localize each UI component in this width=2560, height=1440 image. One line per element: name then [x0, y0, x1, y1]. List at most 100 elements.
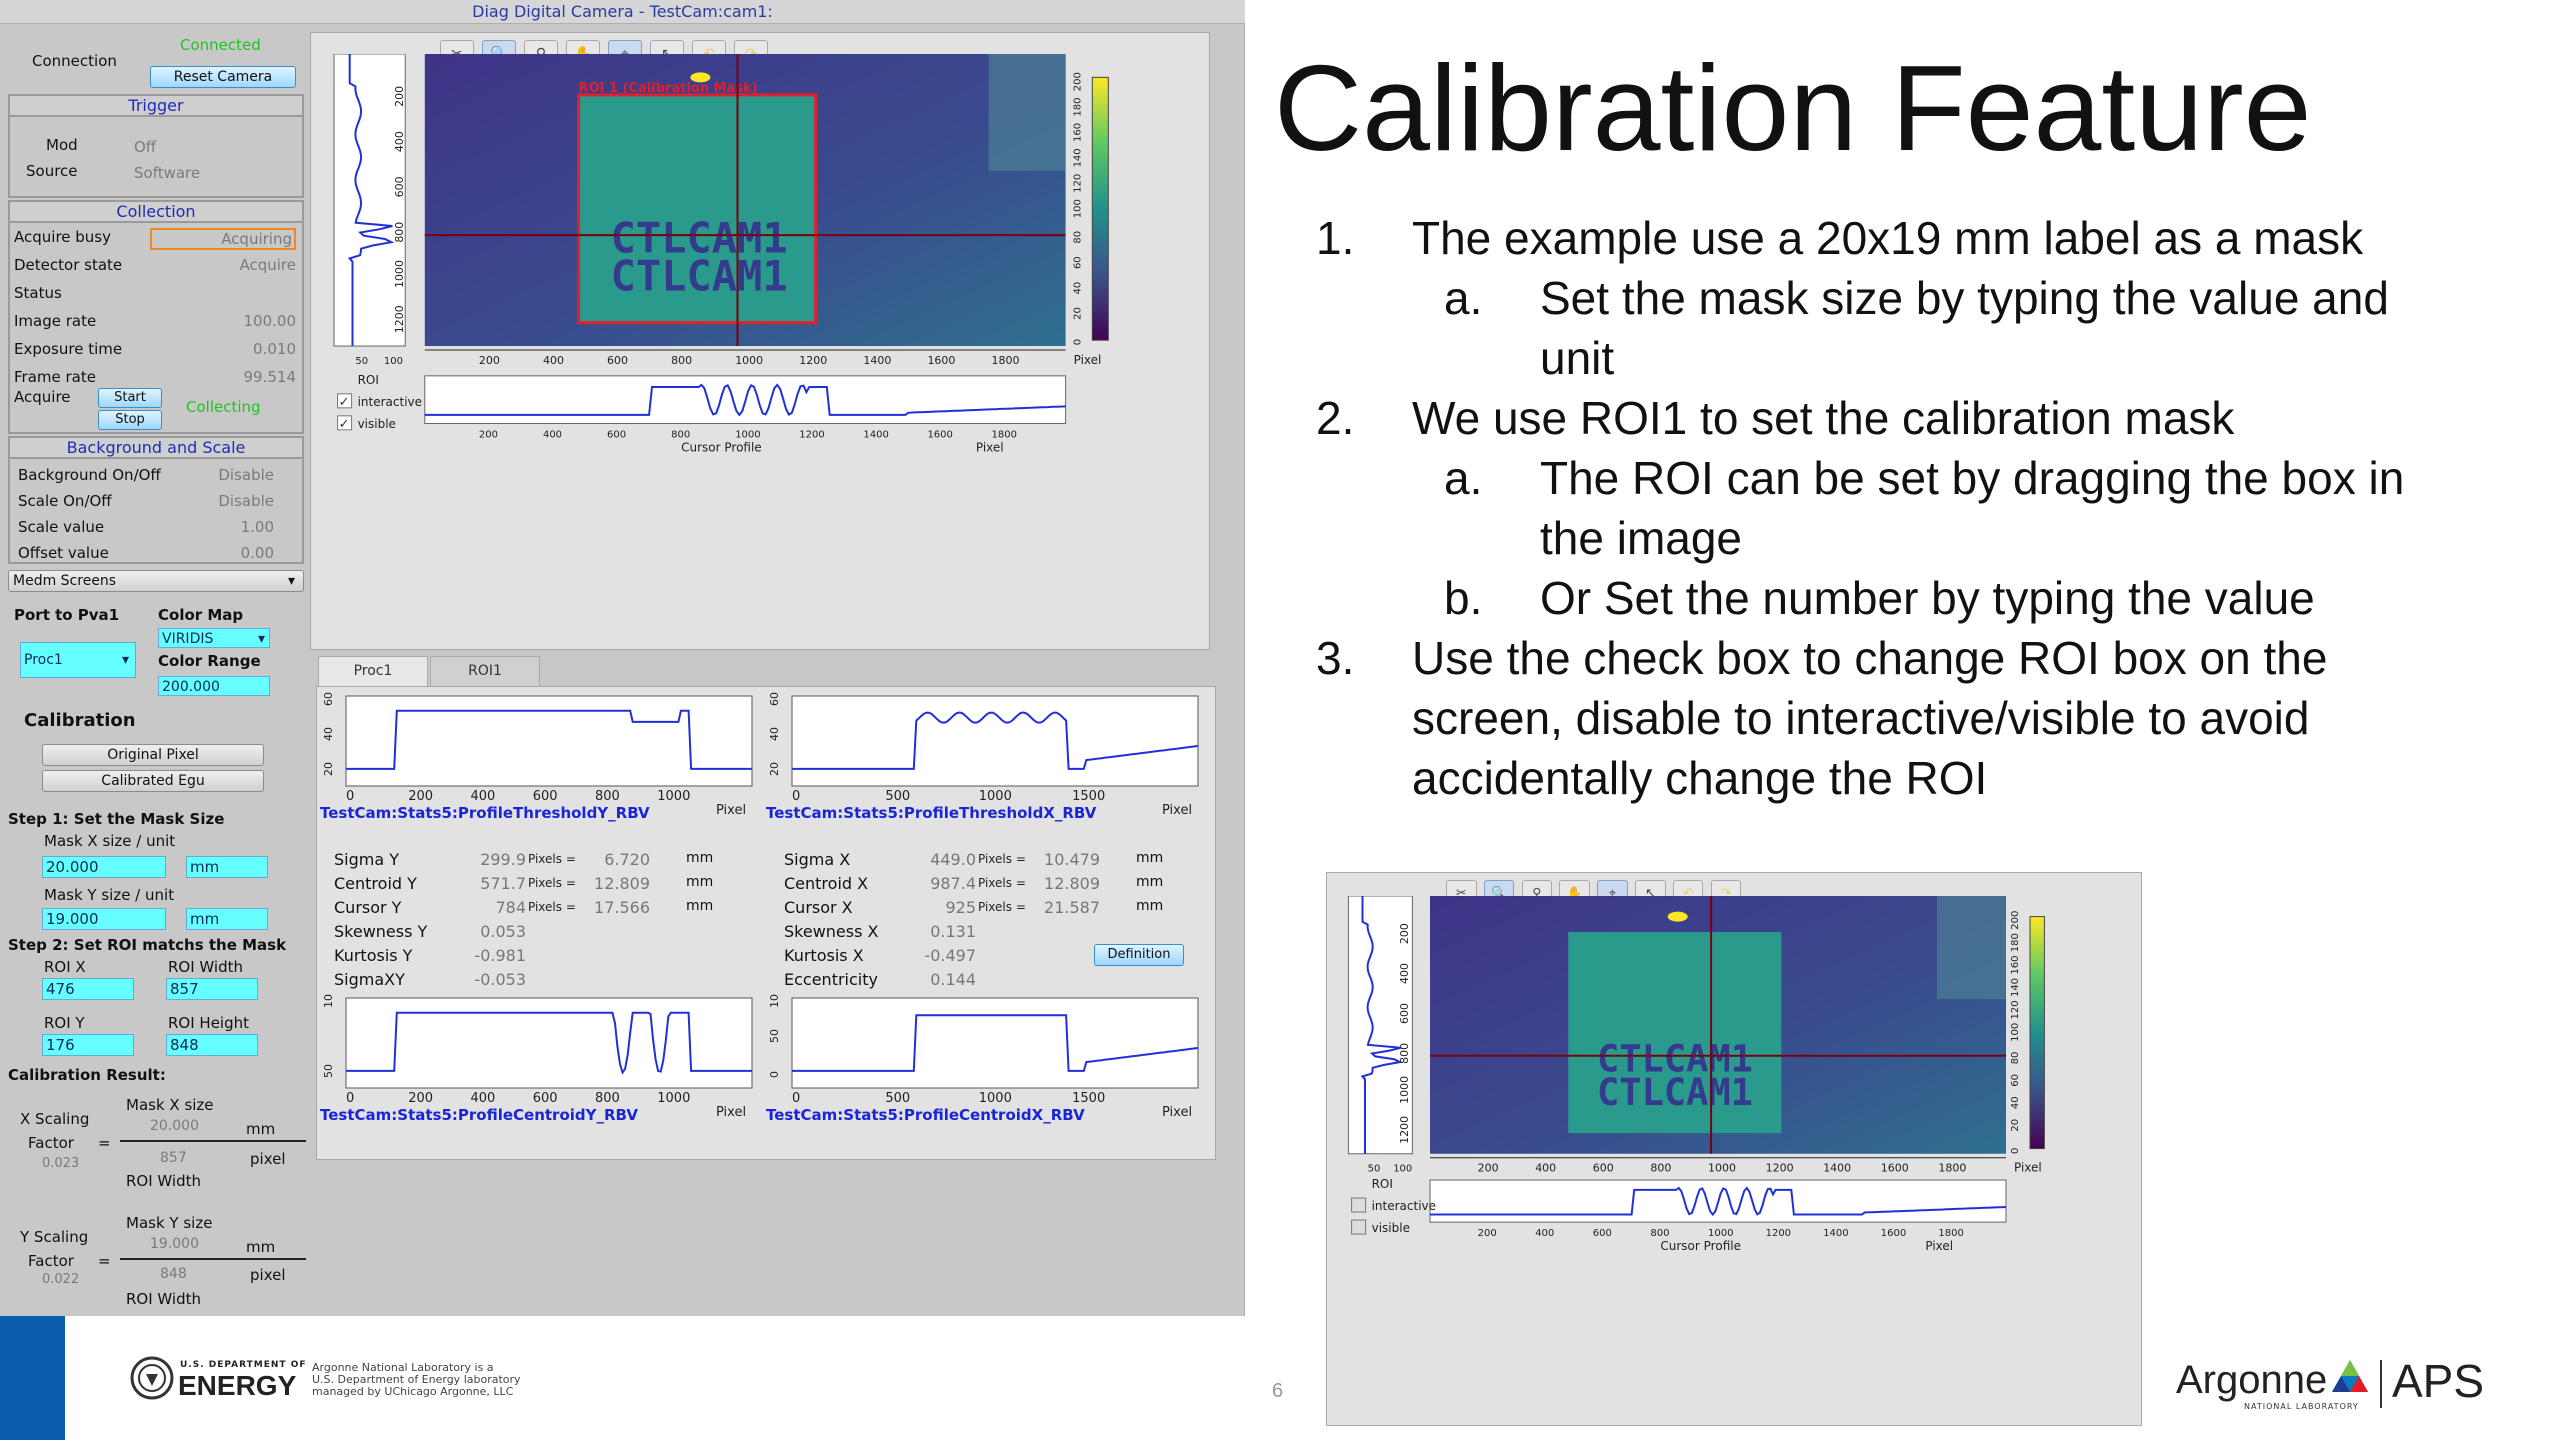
profile-x-tick: 50 — [1368, 1164, 1381, 1175]
collection-row-value: Acquire — [239, 256, 296, 274]
colorbar-tick: 60 — [2010, 1074, 2021, 1087]
colorbar-tick: 120 — [1072, 174, 1083, 193]
stat-label: Skewness X — [784, 922, 879, 941]
stat-pixels: 0.053 — [480, 922, 526, 941]
connection-status: Connected — [180, 36, 261, 54]
image-y-tick: 400 — [393, 131, 406, 152]
stat-mm: 10.479 — [1044, 850, 1100, 869]
hot-spot — [690, 72, 711, 83]
profile-x-tick: 0 — [346, 1091, 354, 1106]
image-x-tick: 1200 — [1766, 1162, 1794, 1175]
profile-y-tick: 100 — [768, 994, 781, 1008]
stat-unit: Pixels = — [978, 852, 1026, 866]
background-row-label: Offset value — [18, 544, 109, 562]
definition-button[interactable]: Definition — [1094, 944, 1184, 966]
camera-app-window: Diag Digital Camera - TestCam:cam1: Conn… — [0, 0, 1245, 1316]
visible-label: visible — [358, 417, 396, 431]
trigger-title: Trigger — [10, 96, 302, 117]
cursor-profile-x-tick: 1000 — [1708, 1228, 1733, 1239]
profile-x-label: Pixel — [1162, 803, 1192, 818]
roi-width-caption: ROI Width — [126, 1172, 201, 1190]
trigger-mode-label: Mod — [46, 136, 78, 154]
interactive-checkbox[interactable] — [337, 393, 353, 409]
stat-label: Sigma X — [784, 850, 851, 869]
tab-roi1[interactable]: ROI1 — [430, 656, 540, 686]
aps-wordmark: APS — [2392, 1355, 2485, 1407]
colorbar-tick: 100 — [1072, 199, 1083, 218]
mask-x-unit-input[interactable]: mm — [186, 856, 268, 878]
image-y-tick: 1200 — [393, 305, 406, 333]
stat-mm: 21.587 — [1044, 898, 1100, 917]
start-button[interactable]: Start — [98, 388, 162, 408]
tab-proc1[interactable]: Proc1 — [318, 656, 428, 686]
profile-x-label: Pixel — [1162, 1105, 1192, 1120]
image-x-tick: 1400 — [1823, 1162, 1851, 1175]
mask-x-input[interactable]: 20.000 — [42, 856, 166, 878]
bullet-number: a. — [1444, 272, 1483, 324]
colorbar-tick: 200 — [1072, 72, 1083, 91]
profile-x-label: Pixel — [716, 803, 746, 818]
roi-y-input[interactable]: 176 — [42, 1034, 134, 1056]
colorbar-tick: 20 — [1072, 307, 1083, 320]
port-select[interactable]: Proc1 ▾ — [20, 642, 136, 678]
profile-x-tick: 400 — [471, 1091, 496, 1106]
colorrange-input[interactable]: 200.000 — [158, 676, 270, 696]
calibration-title: Calibration — [24, 710, 136, 731]
original-pixel-button[interactable]: Original Pixel — [42, 744, 264, 766]
doe-line2: ENERGY — [178, 1370, 297, 1401]
image-view-svg[interactable]: Pixel ROI 1 (Calibration Mask) CTLCAM1CTLC… — [318, 37, 1208, 650]
slide-title: Calibration Feature — [1274, 40, 2312, 176]
main-image-view[interactable]: Pixel ROI 1 (Calibration Mask) CTLCAM1CTLC… — [318, 37, 1208, 650]
medm-screens-select[interactable]: Medm Screens ▾ — [8, 570, 304, 592]
cursor-profile-x-tick: 600 — [1593, 1228, 1612, 1239]
mask-text-line1: CTLCAM1 — [1597, 1037, 1753, 1080]
acquire-status: Collecting — [186, 398, 261, 416]
stat-pixels: 449.0 — [930, 850, 976, 869]
acquire-label: Acquire — [14, 388, 71, 406]
collection-row-label: Exposure time — [14, 340, 123, 358]
roi-box[interactable] — [577, 93, 818, 325]
plot-area — [791, 695, 1199, 787]
image-x-tick: 1800 — [1938, 1162, 1966, 1175]
stop-button[interactable]: Stop — [98, 410, 162, 430]
mask-x-size-label: Mask X size — [126, 1096, 214, 1114]
colorbar-tick: 180 — [1072, 98, 1083, 117]
stat-unit: Pixels = — [528, 852, 576, 866]
mask-y-unit-input[interactable]: mm — [186, 908, 268, 930]
roi-x-input[interactable]: 476 — [42, 978, 134, 1000]
reset-camera-button[interactable]: Reset Camera — [150, 66, 296, 88]
profile-x-tick: 100 — [1393, 1164, 1412, 1175]
profile-plot: 60 40 20 0 500 1000 1500 Pixel TestCam:Stats5:Pr… — [766, 692, 1202, 836]
colorbar-tick: 80 — [1072, 231, 1083, 244]
profile-y-tick: 100 — [322, 994, 335, 1008]
cursor-profile-line — [424, 383, 1066, 417]
stat-unit: Pixels = — [978, 900, 1026, 914]
image-y-tick: 400 — [1398, 963, 1411, 984]
visible-checkbox[interactable] — [337, 415, 353, 431]
vertical-profile-line — [347, 54, 395, 346]
roi-height-input[interactable]: 848 — [166, 1034, 258, 1056]
background-row-value: 1.00 — [240, 518, 274, 536]
colormap-select[interactable]: VIRIDIS ▾ — [158, 628, 270, 648]
mask-y-input[interactable]: 19.000 — [42, 908, 166, 930]
stat-mm-unit: mm — [1136, 850, 1164, 866]
cursor-profile-x-tick: 1600 — [927, 430, 952, 441]
cursor-profile-x-tick: 1800 — [992, 430, 1017, 441]
calibrated-egu-button[interactable]: Calibrated Egu — [42, 770, 264, 792]
interactive-checkbox[interactable] — [1351, 1197, 1367, 1213]
hot-spot — [1667, 911, 1688, 922]
stat-label: Eccentricity — [784, 970, 878, 989]
visible-checkbox[interactable] — [1351, 1219, 1367, 1235]
cursor-profile-axis-label: Pixel — [1925, 1239, 1953, 1253]
x-factor-label: Factor — [28, 1134, 74, 1152]
plot-area — [345, 695, 753, 787]
roi-width-input[interactable]: 857 — [166, 978, 258, 1000]
stat-label: Centroid X — [784, 874, 869, 893]
profile-x-tick: 1500 — [1072, 789, 1105, 804]
inset-image-view: PixelCTLCAM1CTLCAM1200400600800100012002… — [1334, 879, 2134, 1422]
calibration-mask-label — [1568, 932, 1782, 1134]
profile-x-tick: 500 — [885, 789, 910, 804]
image-x-tick: 1600 — [1881, 1162, 1909, 1175]
argonne-sub: NATIONAL LABORATORY — [2244, 1402, 2359, 1411]
